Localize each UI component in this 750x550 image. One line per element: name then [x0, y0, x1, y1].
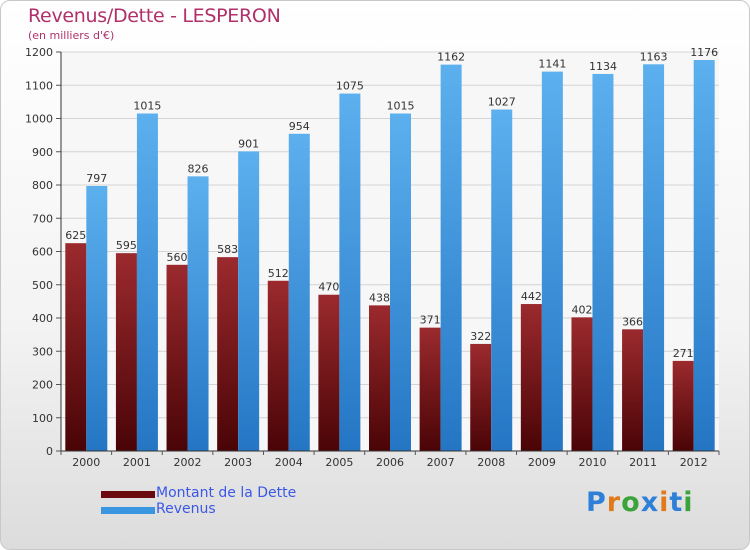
- bar-revenus: [541, 71, 563, 452]
- bar-dette: [571, 317, 593, 451]
- x-tick-label: 2012: [680, 456, 708, 469]
- data-label-dette: 438: [369, 291, 390, 304]
- data-label-dette: 271: [673, 347, 694, 360]
- data-label-revenus: 1141: [538, 58, 566, 71]
- legend-label-revenus: Revenus: [156, 501, 216, 517]
- bar-dette: [419, 327, 441, 451]
- y-tick-label: 500: [32, 279, 53, 292]
- data-label-dette: 583: [217, 243, 238, 256]
- data-label-dette: 322: [470, 330, 491, 343]
- y-tick-label: 800: [32, 179, 53, 192]
- legend-swatch-debt: [101, 491, 155, 498]
- data-label-revenus: 1176: [690, 46, 718, 59]
- y-tick-label: 300: [32, 345, 53, 358]
- x-tick-label: 2005: [325, 456, 353, 469]
- data-label-dette: 442: [521, 290, 542, 303]
- bar-dette: [520, 304, 542, 451]
- x-tick-label: 2010: [578, 456, 606, 469]
- legend-swatch-revenus: [101, 507, 155, 514]
- bar-revenus: [592, 73, 614, 451]
- y-tick-label: 0: [46, 445, 53, 458]
- data-label-dette: 402: [571, 303, 592, 316]
- x-tick-label: 2007: [427, 456, 455, 469]
- data-label-dette: 470: [318, 281, 339, 294]
- bar-dette: [369, 305, 390, 451]
- data-label-revenus: 1015: [133, 100, 161, 113]
- bar-dette: [318, 294, 340, 451]
- bar-revenus: [187, 176, 209, 452]
- y-tick-label: 900: [32, 146, 53, 159]
- y-tick-label: 1200: [25, 46, 53, 59]
- logo-letter: o: [621, 487, 641, 518]
- y-tick-label: 700: [32, 212, 53, 225]
- x-tick-label: 2009: [528, 456, 556, 469]
- y-tick-label: 600: [32, 246, 53, 259]
- logo-letter: i: [659, 487, 670, 518]
- legend-label-debt: Montant de la Dette: [156, 485, 297, 501]
- bar-dette: [65, 243, 87, 451]
- bar-revenus: [643, 64, 665, 452]
- x-tick-label: 2003: [224, 456, 252, 469]
- bar-revenus: [238, 151, 260, 452]
- data-label-dette: 366: [622, 315, 643, 328]
- chart-title: Revenus/Dette - LESPERON: [28, 5, 281, 27]
- x-tick-label: 2001: [123, 456, 151, 469]
- logo-letter: P: [586, 487, 607, 518]
- chart-subtitle: (en milliers d'€): [28, 29, 115, 42]
- data-label-revenus: 1015: [387, 100, 415, 113]
- y-tick-label: 200: [32, 379, 53, 392]
- bar-revenus: [288, 133, 310, 452]
- bar-revenus: [86, 185, 108, 451]
- bar-revenus: [440, 64, 462, 451]
- bar-revenus: [339, 93, 361, 451]
- x-tick-label: 2008: [477, 456, 505, 469]
- bar-revenus: [136, 113, 158, 451]
- x-tick-label: 2002: [174, 456, 202, 469]
- data-label-revenus: 826: [188, 162, 209, 175]
- bar-dette: [470, 343, 492, 451]
- bar-dette: [217, 257, 239, 451]
- x-tick-label: 2006: [376, 456, 404, 469]
- data-label-dette: 625: [65, 229, 86, 242]
- bar-dette: [267, 280, 289, 451]
- y-tick-label: 1100: [25, 79, 53, 92]
- data-label-revenus: 901: [238, 137, 259, 150]
- bar-revenus: [693, 59, 715, 451]
- bars: [65, 59, 715, 452]
- bar-dette: [166, 264, 188, 451]
- bar-revenus: [491, 109, 513, 452]
- x-tick-label: 2000: [72, 456, 100, 469]
- x-tick-label: 2011: [629, 456, 657, 469]
- bar-revenus: [390, 113, 411, 451]
- proxiti-logo: Proxiti: [586, 487, 694, 518]
- axes: 0 100 200 300 400 500 600 700 800 900 1000 1100 1200…: [25, 46, 720, 469]
- y-tick-label: 100: [32, 412, 53, 425]
- data-label-dette: 595: [116, 239, 137, 252]
- y-tick-label: 1000: [25, 113, 53, 126]
- bar-dette: [115, 253, 137, 451]
- bar-dette: [622, 329, 644, 451]
- data-label-revenus: 1163: [640, 50, 668, 63]
- data-label-dette: 512: [268, 267, 289, 280]
- logo-letter: i: [683, 487, 694, 518]
- data-label-dette: 560: [167, 251, 188, 264]
- data-label-revenus: 1075: [336, 80, 364, 93]
- bar-dette: [672, 360, 694, 451]
- data-label-dette: 371: [420, 314, 441, 327]
- y-tick-label: 400: [32, 312, 53, 325]
- logo-letter: r: [606, 487, 622, 518]
- logo-letter: x: [640, 487, 660, 518]
- data-label-revenus: 1027: [488, 96, 516, 109]
- data-label-revenus: 1162: [437, 51, 465, 64]
- logo-letter: t: [669, 487, 684, 518]
- x-tick-label: 2004: [275, 456, 303, 469]
- data-labels: 625 797 595 1015 560 826 583 901 512 954 470 1075 43…: [65, 46, 718, 360]
- data-label-revenus: 1134: [589, 60, 617, 73]
- data-label-revenus: 954: [289, 120, 310, 133]
- data-label-revenus: 797: [86, 172, 107, 185]
